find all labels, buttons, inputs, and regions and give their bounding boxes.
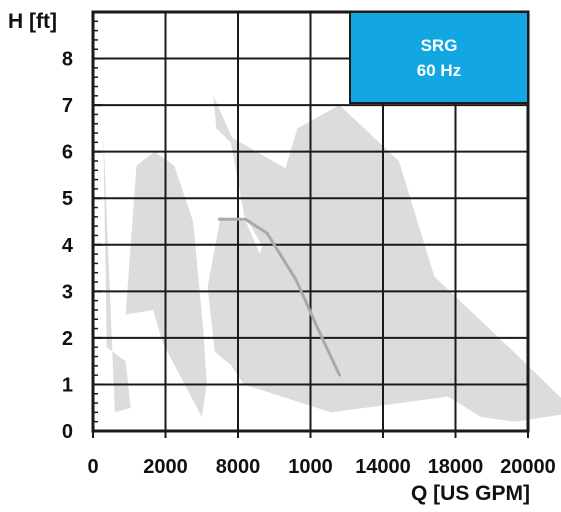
region-4 xyxy=(213,95,561,422)
y-tick-label-0: 0 xyxy=(62,421,73,443)
x-tick-label-0: 0 xyxy=(87,456,98,478)
x-tick-label-5: 18000 xyxy=(428,456,484,478)
y-tick-label-5: 5 xyxy=(62,188,73,210)
y-tick-label-6: 6 xyxy=(62,142,73,164)
y-tick-label-7: 7 xyxy=(62,95,73,117)
badge-line2: 60 Hz xyxy=(417,61,461,80)
x-tick-label-3: 1000 xyxy=(288,456,333,478)
x-axis-title: Q [US GPM] xyxy=(411,482,530,505)
legend-badge: SRG 60 Hz xyxy=(349,11,529,104)
y-tick-label-1: 1 xyxy=(62,374,73,396)
x-tick-labels: 0 2000 8000 1000 14000 18000 20000 xyxy=(87,456,555,478)
y-tick-label-3: 3 xyxy=(62,281,73,303)
x-tick-label-4: 14000 xyxy=(355,456,411,478)
pump-curves xyxy=(217,217,341,377)
x-tick-label-2: 8000 xyxy=(216,456,261,478)
y-tick-labels: 0 1 2 3 4 5 6 7 8 xyxy=(62,49,74,443)
y-tick-label-2: 2 xyxy=(62,328,73,350)
performance-regions xyxy=(103,95,561,422)
curve-1 xyxy=(217,217,341,377)
badge-box xyxy=(349,11,529,104)
axis-ticks xyxy=(92,11,529,438)
badge-line1: SRG xyxy=(421,36,458,55)
y-tick-label-4: 4 xyxy=(62,235,74,257)
region-1 xyxy=(103,128,131,413)
x-tick-label-1: 2000 xyxy=(143,456,188,478)
y-tick-label-8: 8 xyxy=(62,49,73,71)
y-axis-title: H [ft] xyxy=(8,10,57,33)
x-tick-label-6: 20000 xyxy=(500,456,556,478)
